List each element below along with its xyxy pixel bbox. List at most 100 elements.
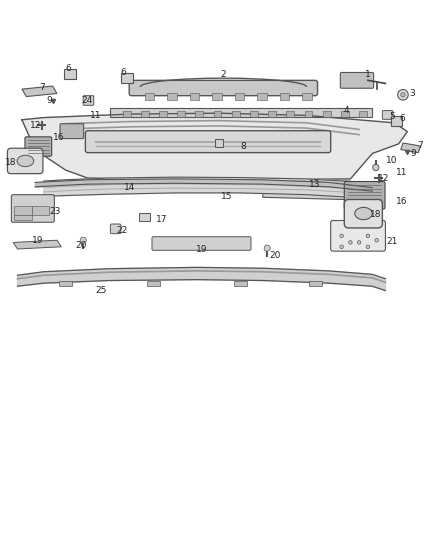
Text: 18: 18 — [370, 211, 381, 219]
Text: 4: 4 — [343, 106, 349, 115]
Text: 22: 22 — [116, 226, 127, 235]
FancyBboxPatch shape — [121, 74, 133, 83]
FancyBboxPatch shape — [331, 221, 385, 251]
Text: 10: 10 — [386, 156, 398, 165]
Text: 15: 15 — [221, 192, 233, 201]
FancyBboxPatch shape — [152, 237, 251, 251]
FancyBboxPatch shape — [344, 199, 382, 228]
FancyBboxPatch shape — [14, 215, 32, 220]
Ellipse shape — [17, 155, 34, 167]
Circle shape — [349, 241, 352, 244]
Bar — [141, 111, 149, 117]
FancyBboxPatch shape — [340, 72, 374, 88]
Bar — [359, 111, 367, 117]
Circle shape — [366, 245, 370, 248]
Circle shape — [340, 234, 343, 238]
Text: 6: 6 — [399, 114, 405, 123]
Bar — [341, 111, 349, 117]
Bar — [309, 280, 322, 286]
FancyBboxPatch shape — [215, 139, 223, 147]
Text: 6: 6 — [65, 64, 71, 74]
Bar — [323, 111, 331, 117]
Text: 5: 5 — [389, 112, 395, 121]
Bar — [145, 93, 154, 100]
Circle shape — [373, 165, 379, 171]
FancyBboxPatch shape — [391, 116, 402, 126]
Bar — [177, 111, 185, 117]
Bar — [268, 111, 276, 117]
FancyBboxPatch shape — [129, 80, 318, 96]
Text: 19: 19 — [32, 236, 43, 245]
Ellipse shape — [355, 207, 372, 220]
FancyBboxPatch shape — [83, 96, 94, 106]
FancyBboxPatch shape — [25, 137, 52, 156]
Text: 7: 7 — [39, 83, 45, 92]
FancyBboxPatch shape — [32, 206, 49, 215]
Bar — [212, 93, 222, 100]
Text: 3: 3 — [409, 89, 415, 98]
Bar — [147, 280, 160, 286]
Circle shape — [375, 238, 378, 242]
Text: 1: 1 — [365, 70, 371, 79]
Bar — [250, 111, 258, 117]
Polygon shape — [13, 240, 61, 249]
Bar — [234, 280, 247, 286]
Polygon shape — [22, 86, 57, 96]
Text: 16: 16 — [53, 133, 65, 142]
Bar — [59, 280, 72, 286]
FancyBboxPatch shape — [382, 110, 393, 119]
Text: 21: 21 — [386, 237, 398, 246]
Polygon shape — [110, 108, 372, 117]
Text: 11: 11 — [90, 111, 101, 120]
Bar — [159, 111, 167, 117]
Text: 12: 12 — [378, 174, 389, 183]
Text: 24: 24 — [81, 96, 92, 106]
FancyBboxPatch shape — [85, 131, 331, 152]
FancyBboxPatch shape — [344, 182, 385, 209]
Bar — [232, 111, 240, 117]
FancyBboxPatch shape — [139, 213, 150, 221]
Circle shape — [401, 93, 405, 97]
Bar — [214, 111, 222, 117]
Text: 14: 14 — [124, 183, 135, 192]
Bar — [304, 111, 312, 117]
Polygon shape — [18, 268, 385, 290]
Bar — [235, 93, 244, 100]
Polygon shape — [263, 179, 372, 200]
Text: 18: 18 — [5, 158, 17, 167]
Text: 20: 20 — [269, 251, 281, 260]
Bar — [286, 111, 294, 117]
Bar — [280, 93, 290, 100]
Text: 6: 6 — [120, 68, 127, 77]
FancyBboxPatch shape — [110, 224, 121, 233]
Bar — [167, 93, 177, 100]
FancyBboxPatch shape — [60, 124, 84, 139]
Text: 25: 25 — [95, 286, 106, 295]
Polygon shape — [44, 177, 372, 201]
Circle shape — [340, 245, 343, 248]
Circle shape — [398, 90, 408, 100]
Text: 13: 13 — [309, 180, 320, 189]
FancyBboxPatch shape — [7, 148, 43, 174]
Bar — [302, 93, 312, 100]
Circle shape — [366, 234, 370, 238]
Text: 8: 8 — [240, 142, 247, 150]
Text: 7: 7 — [417, 141, 423, 150]
FancyBboxPatch shape — [64, 69, 76, 78]
Text: 12: 12 — [30, 121, 42, 130]
Text: 19: 19 — [196, 245, 207, 254]
Bar — [190, 93, 199, 100]
Text: 9: 9 — [46, 96, 52, 105]
Polygon shape — [22, 113, 407, 180]
Text: 2: 2 — [221, 70, 226, 79]
Circle shape — [357, 241, 361, 244]
Polygon shape — [401, 143, 420, 152]
Text: 23: 23 — [49, 207, 60, 216]
Text: 20: 20 — [75, 241, 87, 250]
Text: 17: 17 — [156, 215, 168, 224]
Circle shape — [264, 245, 270, 251]
Text: 11: 11 — [396, 168, 408, 177]
Text: 9: 9 — [410, 149, 417, 158]
Bar — [257, 93, 267, 100]
Circle shape — [80, 237, 86, 243]
